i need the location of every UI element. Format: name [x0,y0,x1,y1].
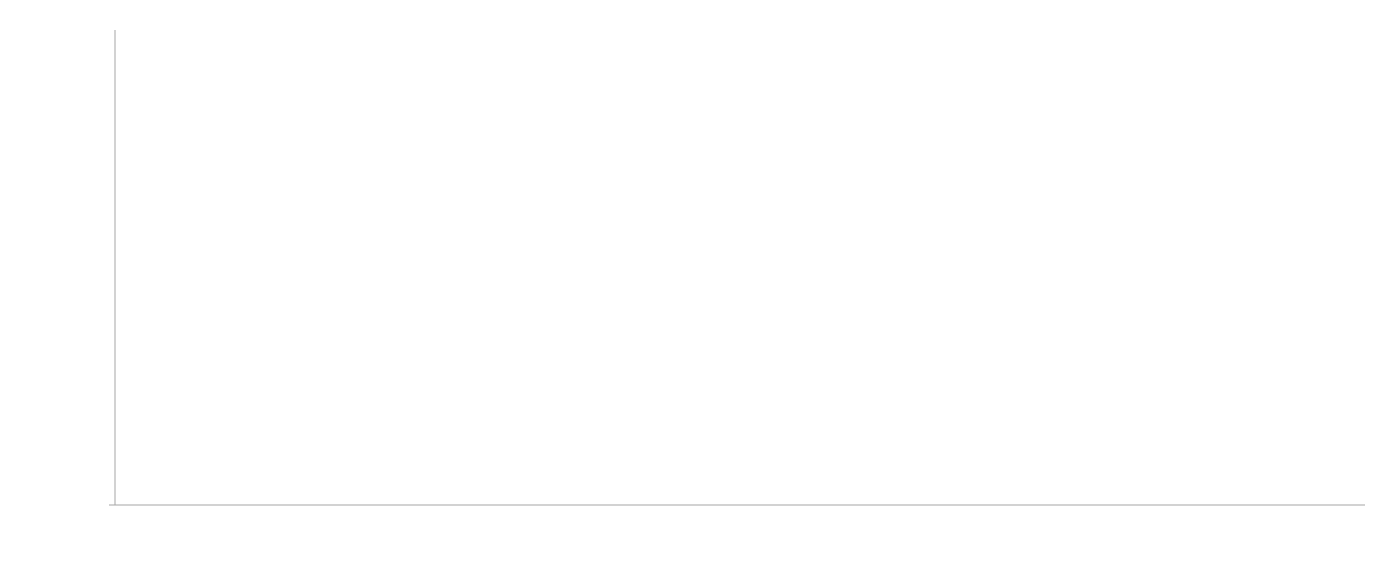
production-chart [0,0,1394,576]
chart-background [0,0,1394,576]
chart-svg [0,0,1394,576]
